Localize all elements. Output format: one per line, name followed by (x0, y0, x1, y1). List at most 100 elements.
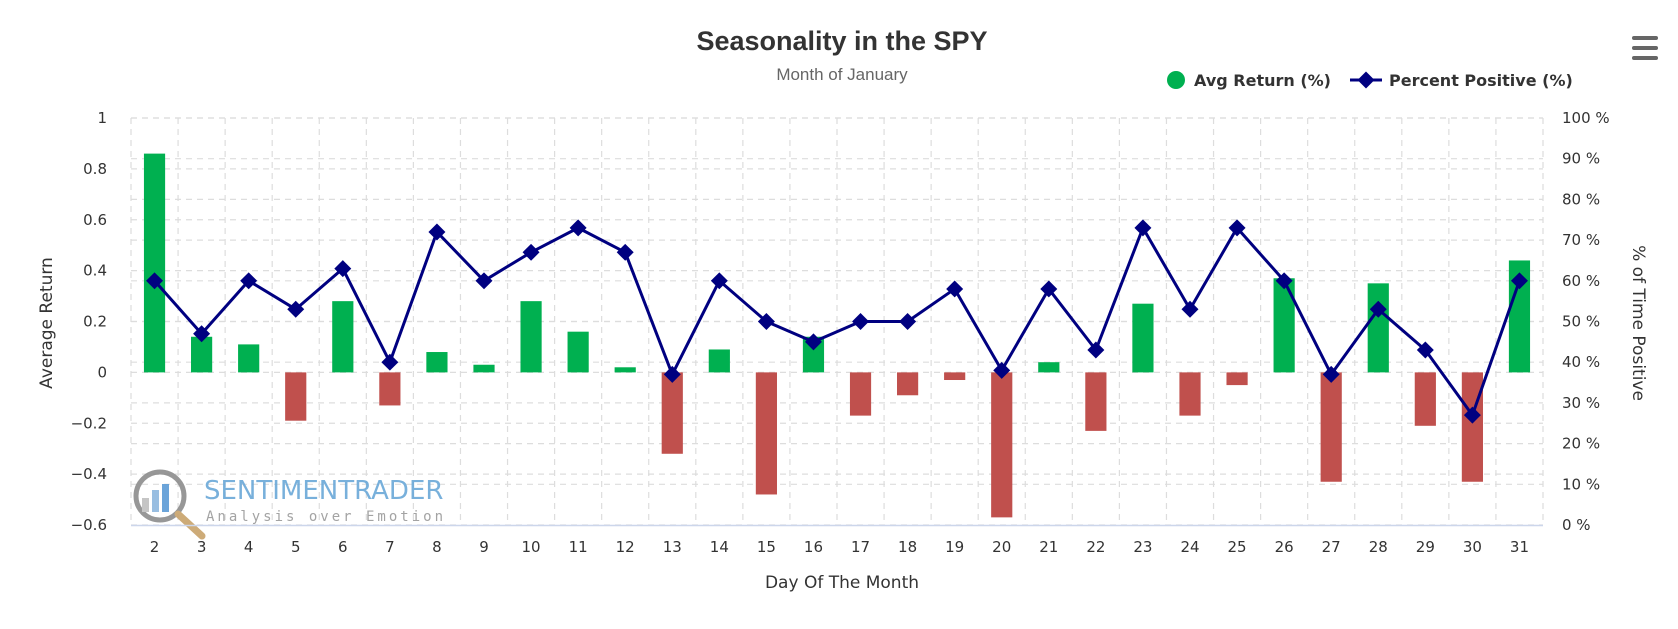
percent-positive-line (153, 226, 1521, 417)
sentimentrader-watermark: SENTIMENTRADER Analysis over Emotion (133, 469, 443, 540)
avg-return-bar (944, 372, 966, 381)
percent-positive-point (899, 313, 917, 330)
x-tick-label: 26 (1275, 538, 1294, 556)
x-tick-label: 18 (898, 538, 917, 556)
x-tick-label: 11 (569, 538, 588, 556)
y2-tick-label: 50 % (1562, 313, 1600, 331)
x-tick-label: 16 (804, 538, 823, 556)
avg-return-bar (191, 336, 213, 373)
avg-return-bar (285, 372, 307, 421)
avg-return-bar (332, 301, 354, 373)
x-tick-label: 4 (244, 538, 254, 556)
legend[interactable]: Avg Return (%) Percent Positive (%) (1167, 71, 1573, 90)
avg-return-bar (849, 372, 872, 416)
percent-positive-point (287, 300, 305, 318)
percent-positive-point (193, 325, 211, 343)
avg-return-bar (1273, 278, 1295, 373)
percent-positive-point (710, 272, 728, 290)
avg-return-bar (802, 336, 825, 373)
x-tick-label: 24 (1180, 538, 1199, 556)
x-tick-label: 12 (616, 538, 635, 556)
legend-percent-positive-label: Percent Positive (%) (1389, 71, 1573, 90)
y2-tick-label: 0 % (1562, 516, 1591, 534)
percent-positive-point (522, 243, 540, 261)
y-tick-label: −0.4 (71, 465, 107, 483)
y-tick-label: 0.6 (83, 211, 107, 229)
avg-return-bar (1508, 260, 1531, 373)
x-tick-label: 27 (1322, 538, 1341, 556)
y2-axis-title: % of Time Positive (1628, 245, 1648, 401)
x-tick-label: 15 (757, 538, 776, 556)
avg-return-bar (755, 372, 777, 495)
x-tick-label: 13 (663, 538, 682, 556)
y2-tick-label: 60 % (1562, 272, 1600, 290)
percent-positive-point (334, 260, 352, 278)
x-tick-label: 5 (291, 538, 301, 556)
x-tick-label: 14 (710, 538, 729, 556)
magnifier-chart-icon (133, 469, 206, 540)
x-tick-label: 21 (1039, 538, 1058, 556)
avg-return-bar (1132, 303, 1154, 373)
avg-return-bar (1179, 372, 1201, 416)
x-tick-label: 25 (1228, 538, 1247, 556)
avg-return-bar (614, 367, 636, 373)
percent-positive-point (146, 272, 164, 290)
y2-tick-label: 40 % (1562, 353, 1600, 371)
percent-positive-point (757, 313, 775, 330)
y-tick-label: 0.4 (83, 262, 107, 280)
avg-return-bars (143, 153, 1531, 518)
x-tick-label: 29 (1416, 538, 1435, 556)
percent-positive-point (993, 361, 1011, 379)
avg-return-bar (473, 364, 495, 373)
y-axis-title: Average Return (37, 257, 57, 389)
percent-positive-point (1134, 219, 1152, 237)
x-tick-label: 31 (1510, 538, 1529, 556)
percent-positive-point (946, 280, 964, 298)
y-tick-label: −0.6 (71, 516, 107, 534)
y2-tick-label: 70 % (1562, 231, 1600, 249)
y2-tick-label: 80 % (1562, 190, 1600, 208)
avg-return-bar (567, 331, 589, 373)
legend-item-avg-return[interactable]: Avg Return (%) (1167, 71, 1331, 90)
percent-positive-point (852, 313, 870, 330)
x-tick-label: 22 (1086, 538, 1105, 556)
percent-positive-point (475, 272, 493, 290)
x-tick-label: 8 (432, 538, 442, 556)
percent-positive-point (240, 272, 258, 290)
legend-avg-return-label: Avg Return (%) (1194, 71, 1331, 90)
x-tick-label: 20 (992, 538, 1011, 556)
hamburger-menu-icon[interactable] (1632, 36, 1658, 60)
avg-return-bar (1320, 372, 1342, 482)
y2-tick-label: 100 % (1562, 109, 1610, 127)
percent-positive-point (804, 333, 822, 351)
y-tick-label: 0.2 (83, 313, 107, 331)
x-tick-label: 9 (479, 538, 489, 556)
legend-percent-positive-marker (1357, 71, 1375, 89)
chart-title: Seasonality in the SPY (696, 26, 987, 56)
avg-return-bar (143, 153, 166, 373)
x-tick-label: 6 (338, 538, 348, 556)
avg-return-bar (1367, 283, 1389, 373)
y-tick-label: 0 (97, 363, 107, 381)
legend-item-percent-positive[interactable]: Percent Positive (%) (1350, 71, 1573, 90)
percent-positive-point (381, 353, 399, 371)
avg-return-bar (1414, 372, 1436, 426)
avg-return-bar (238, 344, 260, 373)
avg-return-bar (991, 372, 1013, 518)
x-tick-label: 7 (385, 538, 395, 556)
watermark-brand: SENTIMENTRADER (204, 476, 443, 506)
y-tick-label: −0.2 (71, 414, 107, 432)
y2-tick-label: 30 % (1562, 394, 1600, 412)
percent-positive-point (569, 219, 587, 237)
avg-return-bar (1038, 362, 1060, 373)
x-tick-label: 19 (945, 538, 964, 556)
avg-return-bar (897, 372, 919, 396)
avg-return-bar (1226, 372, 1248, 386)
y2-tick-label: 10 % (1562, 475, 1600, 493)
x-tick-label: 28 (1369, 538, 1388, 556)
percent-positive-point (1181, 300, 1199, 318)
percent-positive-point (428, 223, 446, 241)
x-tick-label: 30 (1463, 538, 1482, 556)
y-tick-label: 0.8 (83, 160, 107, 178)
